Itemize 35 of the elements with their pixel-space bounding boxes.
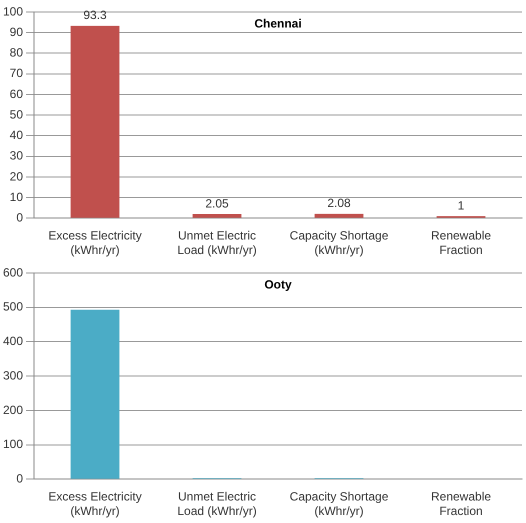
y-tick-label: 100 bbox=[2, 437, 24, 452]
y-tick-label: 400 bbox=[2, 334, 24, 348]
y-tick-label: 70 bbox=[10, 66, 24, 80]
bar bbox=[314, 214, 364, 218]
x-tick-label: Unmet Electric Load (kWhr/yr) bbox=[177, 228, 257, 258]
y-tick-label: 100 bbox=[2, 4, 24, 18]
data-label: 2.05 bbox=[205, 196, 230, 210]
y-tick-label: 50 bbox=[10, 107, 24, 122]
data-label: 93.3 bbox=[83, 8, 108, 22]
y-tick-label: 500 bbox=[2, 300, 24, 314]
bar bbox=[70, 26, 120, 218]
data-label: 1 bbox=[458, 198, 465, 212]
y-tick-label: 60 bbox=[10, 86, 24, 101]
y-tick-label: 80 bbox=[10, 46, 24, 60]
y-tick-label: 90 bbox=[10, 24, 24, 39]
y-tick-label: 0 bbox=[16, 210, 24, 225]
x-tick-label: Capacity Shortage (kWhr/yr) bbox=[290, 490, 389, 518]
y-tick-label: 300 bbox=[2, 368, 24, 382]
data-label: 2.08 bbox=[327, 196, 352, 210]
x-tick-label: Excess Electricity (kWhr/yr) bbox=[48, 490, 142, 518]
y-tick-label: 200 bbox=[2, 402, 24, 417]
x-tick-label: Excess Electricity (kWhr/yr) bbox=[48, 228, 142, 258]
y-tick-label: 30 bbox=[10, 148, 24, 163]
y-tick-label: 20 bbox=[10, 169, 24, 184]
y-tick-label: 40 bbox=[10, 128, 24, 142]
x-tick-label: Capacity Shortage (kWhr/yr) bbox=[290, 228, 389, 258]
chart-title: Ooty bbox=[264, 277, 292, 292]
bar bbox=[192, 214, 242, 218]
y-tick-label: 600 bbox=[2, 265, 24, 280]
x-tick-label: Renewable Fraction bbox=[430, 228, 492, 258]
x-tick-label: Unmet Electric Load (kWhr/yr) bbox=[177, 490, 257, 518]
chart-title: Chennai bbox=[254, 16, 302, 30]
y-tick-label: 10 bbox=[10, 190, 24, 204]
x-tick-label: Renewable Fraction bbox=[430, 490, 492, 518]
y-tick-label: 0 bbox=[16, 472, 24, 486]
